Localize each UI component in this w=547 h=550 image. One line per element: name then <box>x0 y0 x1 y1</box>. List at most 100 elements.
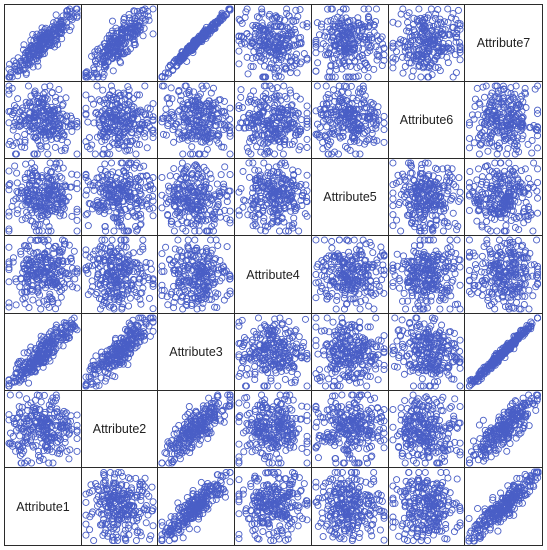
data-point <box>31 119 39 127</box>
data-point <box>481 119 489 127</box>
data-point <box>130 110 138 118</box>
data-point <box>280 204 288 212</box>
data-point <box>452 16 460 24</box>
data-point <box>7 69 15 77</box>
data-point <box>196 130 204 138</box>
data-point <box>123 146 131 154</box>
data-point <box>33 51 41 59</box>
data-point <box>23 186 31 194</box>
data-point <box>178 53 186 61</box>
data-point <box>131 212 139 220</box>
data-point <box>317 23 325 31</box>
data-point <box>175 107 183 115</box>
data-point <box>5 266 13 274</box>
data-point <box>137 178 145 186</box>
data-point <box>397 227 405 235</box>
data-point <box>40 31 48 39</box>
data-point <box>85 134 93 142</box>
data-point <box>221 163 229 171</box>
data-point <box>519 189 527 197</box>
data-point <box>42 131 50 139</box>
data-point <box>25 304 33 312</box>
data-point <box>345 114 353 122</box>
data-point <box>211 121 219 129</box>
data-point <box>43 265 51 273</box>
data-point <box>332 66 340 74</box>
data-point <box>261 73 269 81</box>
data-point <box>509 121 517 129</box>
data-point <box>374 103 382 111</box>
data-point <box>275 59 283 67</box>
data-point <box>319 145 327 153</box>
data-point <box>401 62 409 70</box>
data-point <box>507 111 515 119</box>
data-point <box>406 210 414 218</box>
data-point <box>128 17 136 25</box>
data-point <box>392 55 400 63</box>
data-point <box>443 190 451 198</box>
data-point <box>211 208 219 216</box>
data-point <box>372 5 380 13</box>
data-point <box>25 55 33 63</box>
data-point <box>395 178 403 186</box>
data-point <box>266 182 274 190</box>
data-point <box>9 254 17 262</box>
data-point <box>29 63 37 71</box>
data-point <box>471 95 479 103</box>
data-point <box>285 125 293 133</box>
data-point <box>350 134 358 142</box>
data-point <box>63 7 71 15</box>
data-point <box>111 113 119 121</box>
data-point <box>26 247 34 255</box>
data-point <box>235 207 243 215</box>
data-point <box>288 101 296 109</box>
data-point <box>421 23 429 31</box>
data-point <box>277 179 285 187</box>
data-point <box>20 41 28 49</box>
data-point <box>16 194 24 202</box>
data-point <box>9 126 17 134</box>
data-point <box>322 42 330 50</box>
data-point <box>481 195 489 203</box>
data-point <box>137 214 145 222</box>
data-point <box>125 183 133 191</box>
data-point <box>428 71 436 79</box>
data-point <box>449 209 457 217</box>
data-point <box>58 277 66 285</box>
data-point <box>143 115 151 123</box>
data-point <box>285 222 293 230</box>
data-point <box>511 150 519 158</box>
data-point <box>168 95 176 103</box>
data-point <box>272 206 280 214</box>
data-point <box>164 211 172 219</box>
data-point <box>104 114 112 122</box>
data-point <box>158 173 166 181</box>
data-point <box>354 26 362 34</box>
data-point <box>356 150 364 158</box>
data-point <box>431 178 439 186</box>
data-point <box>200 187 208 195</box>
data-point <box>140 24 148 32</box>
data-point <box>495 93 503 102</box>
data-point <box>432 201 440 209</box>
data-point <box>452 183 460 191</box>
data-point <box>345 44 353 52</box>
data-point <box>162 105 170 113</box>
data-point <box>419 197 427 205</box>
data-point <box>193 173 201 181</box>
scatter-panel-attribute6-vs-attribute1 <box>5 82 82 159</box>
data-point <box>119 131 127 139</box>
data-point <box>328 73 336 81</box>
data-point <box>258 8 266 16</box>
data-point <box>496 172 504 180</box>
data-point <box>83 143 91 151</box>
data-point <box>327 138 335 146</box>
data-point <box>136 26 144 34</box>
data-point <box>282 227 290 235</box>
data-point <box>181 166 189 174</box>
data-point <box>303 171 311 179</box>
data-point <box>62 94 70 102</box>
data-point <box>5 299 13 307</box>
data-point <box>169 66 177 74</box>
data-point <box>235 211 243 219</box>
